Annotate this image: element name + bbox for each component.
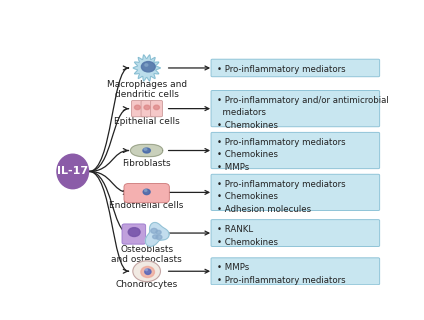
Text: • Pro-inflammatory mediators
• Chemokines
• MMPs: • Pro-inflammatory mediators • Chemokine… <box>217 138 346 172</box>
FancyBboxPatch shape <box>211 220 379 246</box>
Circle shape <box>141 61 155 72</box>
Ellipse shape <box>143 148 151 153</box>
Circle shape <box>133 261 160 282</box>
Text: • Pro-inflammatory mediators: • Pro-inflammatory mediators <box>217 65 346 74</box>
Text: Macrophages and
dendritic cells: Macrophages and dendritic cells <box>106 80 187 99</box>
FancyBboxPatch shape <box>122 224 146 244</box>
Circle shape <box>134 105 140 110</box>
Ellipse shape <box>141 267 154 277</box>
Text: Chondrocytes: Chondrocytes <box>115 280 178 289</box>
FancyBboxPatch shape <box>131 100 143 117</box>
Circle shape <box>144 105 150 110</box>
Text: Epithelial cells: Epithelial cells <box>114 117 179 126</box>
Polygon shape <box>131 144 163 157</box>
Circle shape <box>156 235 162 239</box>
Ellipse shape <box>145 269 148 271</box>
FancyBboxPatch shape <box>211 91 379 127</box>
Text: Endothelial cells: Endothelial cells <box>109 201 184 210</box>
Circle shape <box>151 228 157 233</box>
Circle shape <box>128 228 140 236</box>
Ellipse shape <box>145 269 151 275</box>
FancyBboxPatch shape <box>211 132 379 169</box>
Text: • Pro-inflammatory and/or antimicrobial
  mediators
• Chemokines: • Pro-inflammatory and/or antimicrobial … <box>217 96 389 130</box>
Ellipse shape <box>57 154 89 189</box>
FancyBboxPatch shape <box>141 100 153 117</box>
Polygon shape <box>145 222 169 246</box>
FancyBboxPatch shape <box>151 100 162 117</box>
Circle shape <box>153 105 159 110</box>
FancyBboxPatch shape <box>124 184 169 203</box>
FancyBboxPatch shape <box>211 59 379 77</box>
Text: • Pro-inflammatory mediators
• Chemokines
• Adhesion molecules: • Pro-inflammatory mediators • Chemokine… <box>217 180 346 214</box>
Text: IL-17: IL-17 <box>57 166 88 176</box>
Polygon shape <box>133 55 160 81</box>
Text: • RANKL
• Chemokines: • RANKL • Chemokines <box>217 225 278 246</box>
Ellipse shape <box>143 189 150 195</box>
Text: Fibroblasts: Fibroblasts <box>123 159 171 168</box>
Ellipse shape <box>144 148 147 150</box>
Ellipse shape <box>145 64 148 66</box>
Text: Osteoblasts
and osteoclasts: Osteoblasts and osteoclasts <box>111 245 182 264</box>
Circle shape <box>153 235 158 239</box>
Text: • MMPs
• Pro-inflammatory mediators: • MMPs • Pro-inflammatory mediators <box>217 263 346 285</box>
Circle shape <box>156 230 161 234</box>
Ellipse shape <box>145 189 147 191</box>
FancyBboxPatch shape <box>211 174 379 211</box>
FancyBboxPatch shape <box>211 258 379 285</box>
